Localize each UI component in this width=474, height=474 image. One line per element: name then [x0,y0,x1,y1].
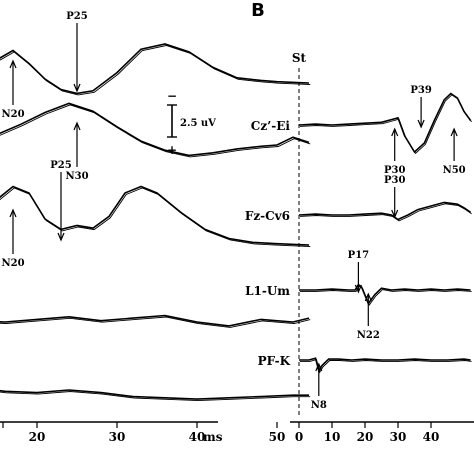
channel-label: Cz’-Ei [251,119,291,133]
annotation-p25a-arrow [73,23,81,93]
panel-a-x-tick-label: 30 [109,430,126,444]
channel-label: L1-Um [245,284,290,298]
panel-b-x-tick-label: 10 [324,430,341,444]
panel-b-x-tick-label: 20 [357,430,374,444]
channel-label: Fz-Cv6 [245,209,290,223]
panel-a-trace-overlay-2 [0,187,311,247]
annotation-n30-arrow-head [73,121,81,131]
panel-a-trace-overlay-3 [0,316,311,328]
scale-bar-negative: − [167,89,177,103]
annotation-n30-arrow [73,121,81,167]
annotation-n50-arrow [450,127,458,161]
scale-bar-positive: + [167,143,177,157]
annotation-p25b-arrow [57,172,65,242]
panel-b-x-tick-label: 0 [295,430,303,444]
annotation-n22-arrow-head [364,292,372,302]
annotation-p25b-arrow-head [57,232,65,242]
panel-a-x-unit: ms [203,430,223,444]
panel-a-x-tick-label: 50 [269,430,286,444]
panel-b-trace-overlay-2 [300,285,472,306]
panel-a-trace-4 [0,389,309,400]
channel-label: PF-K [258,354,291,368]
annotation-p30u: P30 [384,165,405,176]
panel-b-trace-0 [298,92,472,154]
scale-bar-label: 2.5 uV [180,118,216,129]
annotation-p39-arrow-head [417,119,425,129]
annotation-p39-arrow [417,97,425,129]
annotation-p30u-arrow-head [391,127,399,137]
panel-b: B St 0 10 20 30 40 Cz’-Ei Fz-Cv6 L1-Um PF-K P39 P30 N… [245,0,474,444]
annotation-n20b-arrow [9,208,17,254]
panel-b-trace-overlay-1 [299,203,472,222]
annotation-p25a: P25 [66,11,87,22]
panel-a-trace-0 [0,43,310,95]
panel-a-trace-overlay-1 [0,104,311,158]
stim-label: St [292,51,307,65]
annotation-n8-arrow-head [315,362,323,372]
annotation-n20a-arrow-head [9,59,17,69]
annotation-p17: P17 [348,250,369,261]
panel-a-trace-3 [0,314,310,327]
annotation-p25a-arrow-head [73,83,81,93]
panel-b-trace-3 [299,357,471,373]
panel-b-label: B [251,0,265,21]
annotation-n8: N8 [311,400,327,411]
panel-a-trace-2 [0,185,310,246]
annotation-n20b: N20 [1,258,24,269]
annotation-p25b: P25 [50,160,71,171]
annotation-p17-arrow [354,262,362,294]
panel-a-x-tick-label: 20 [29,430,46,444]
annotation-p17-arrow-head [354,284,362,294]
panel-b-trace-2 [299,283,471,306]
panel-b-x-tick-label: 40 [423,430,440,444]
annotation-n20b-arrow-head [9,208,17,218]
annotation-p39: P39 [410,85,431,96]
annotation-p30d: P30 [384,175,405,186]
annotation-p30d-arrow-head [391,209,399,219]
panel-a-trace-overlay-4 [0,391,311,402]
annotation-n30: N30 [65,171,88,182]
annotation-p30d-arrow [391,187,399,219]
annotation-n8-arrow [315,362,323,396]
annotation-n22-arrow [364,292,372,326]
panel-a-trace-1 [0,102,310,157]
annotation-n22: N22 [357,330,380,341]
panel-b-trace-1 [298,201,472,221]
annotation-n50-arrow-head [450,127,458,137]
panel-b-x-tick-label: 30 [390,430,407,444]
annotation-n20a-arrow [9,59,17,105]
panel-a-trace-overlay-0 [0,45,311,96]
panel-a-x-tick-label: 40 [189,430,206,444]
panel-b-trace-overlay-0 [299,94,472,155]
annotation-n50: N50 [443,165,466,176]
annotation-p30u-arrow [391,127,399,161]
annotation-n20a: N20 [1,109,24,120]
